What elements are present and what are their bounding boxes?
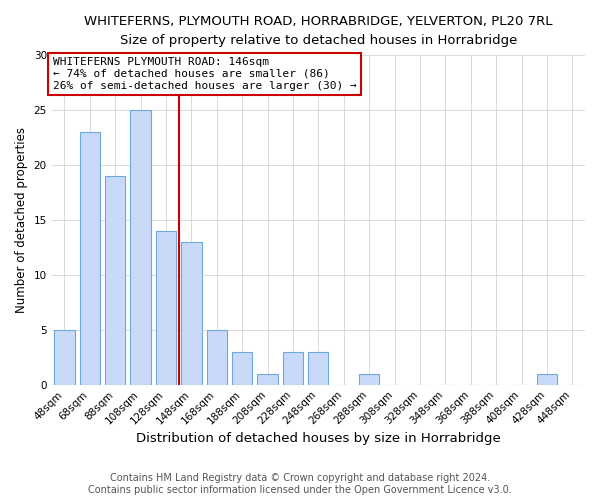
Bar (130, 110, 151, 384)
Bar (257, 374, 278, 384)
Bar (232, 352, 253, 384)
Bar (537, 374, 557, 384)
Bar (359, 374, 379, 384)
Bar (283, 352, 303, 384)
Text: WHITEFERNS PLYMOUTH ROAD: 146sqm
← 74% of detached houses are smaller (86)
26% o: WHITEFERNS PLYMOUTH ROAD: 146sqm ← 74% o… (53, 58, 356, 90)
Bar (206, 330, 227, 384)
Text: Contains HM Land Registry data © Crown copyright and database right 2024.
Contai: Contains HM Land Registry data © Crown c… (88, 474, 512, 495)
Title: WHITEFERNS, PLYMOUTH ROAD, HORRABRIDGE, YELVERTON, PL20 7RL
Size of property rel: WHITEFERNS, PLYMOUTH ROAD, HORRABRIDGE, … (84, 15, 553, 47)
Bar (80, 132, 100, 384)
Bar (105, 176, 125, 384)
Y-axis label: Number of detached properties: Number of detached properties (15, 127, 28, 313)
X-axis label: Distribution of detached houses by size in Horrabridge: Distribution of detached houses by size … (136, 432, 501, 445)
Bar (181, 242, 202, 384)
Bar (308, 352, 328, 384)
Bar (54, 330, 74, 384)
Bar (156, 231, 176, 384)
